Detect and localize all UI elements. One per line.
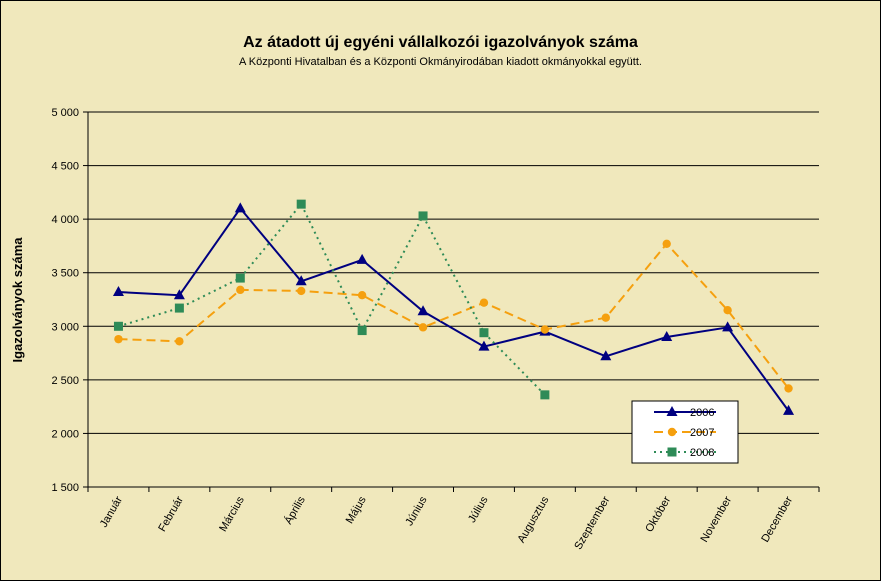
gridlines bbox=[88, 111, 819, 434]
legend-label: 2007 bbox=[690, 427, 714, 439]
x-tick-label: Augusztus bbox=[515, 494, 551, 545]
y-tick-label: 4 500 bbox=[51, 161, 79, 173]
x-tick-label: Április bbox=[282, 494, 308, 527]
data-point-2008 bbox=[540, 390, 550, 400]
legend-marker bbox=[667, 427, 677, 437]
x-tick-labels: Január Február Március Április Május Június Jú… bbox=[98, 494, 795, 552]
y-axis-label: Igazolványok száma bbox=[10, 237, 25, 363]
legend-item-2006: 2006 bbox=[654, 406, 716, 419]
legend-label: 2006 bbox=[690, 407, 714, 419]
y-tick-label: 1 500 bbox=[51, 482, 79, 494]
data-point-2007 bbox=[236, 285, 245, 295]
data-point-2006 bbox=[234, 202, 246, 213]
y-tick-label: 2 500 bbox=[51, 375, 79, 387]
legend: 2006 2007 2008 bbox=[631, 400, 739, 464]
series-2007 bbox=[114, 239, 793, 393]
data-point-2007 bbox=[601, 313, 610, 322]
data-point-2008 bbox=[418, 211, 428, 221]
x-tick-label: December bbox=[759, 494, 795, 544]
data-point-2008 bbox=[174, 303, 184, 313]
data-point-2006 bbox=[661, 331, 673, 341]
data-point-2007 bbox=[723, 306, 732, 315]
legend-item-2007: 2007 bbox=[654, 427, 716, 439]
series-line-2007 bbox=[118, 242, 790, 390]
series-group bbox=[112, 199, 795, 415]
x-tick-label: Október bbox=[643, 494, 673, 534]
y-tick-labels: 1 500 2 000 2 500 3 000 3 500 4 000 4 500 5 000 bbox=[51, 107, 79, 494]
legend-item-2008: 2008 bbox=[654, 447, 716, 459]
data-point-2007 bbox=[479, 298, 489, 307]
x-tick-label: Február bbox=[156, 494, 186, 534]
data-point-2007 bbox=[357, 291, 367, 300]
legend-marker bbox=[666, 406, 678, 416]
x-tick-label: Január bbox=[98, 494, 125, 529]
y-tick-label: 4 000 bbox=[51, 214, 79, 226]
data-point-2007 bbox=[662, 239, 671, 248]
data-point-2007 bbox=[114, 334, 123, 344]
data-point-2006 bbox=[478, 340, 490, 351]
data-point-2006 bbox=[356, 253, 368, 264]
data-point-2006 bbox=[600, 350, 612, 361]
x-tick-label: Szeptember bbox=[572, 494, 612, 552]
data-point-2006 bbox=[112, 286, 124, 296]
series-line-2006 bbox=[118, 206, 790, 412]
x-tick-label: Június bbox=[403, 494, 430, 528]
data-point-2008 bbox=[113, 321, 123, 331]
data-point-2006 bbox=[783, 404, 795, 415]
data-point-2007 bbox=[784, 384, 793, 393]
x-tick-label: November bbox=[698, 494, 734, 544]
data-point-2008 bbox=[235, 273, 245, 283]
series-2008 bbox=[113, 199, 550, 400]
data-point-2006 bbox=[295, 275, 307, 286]
data-point-2007 bbox=[175, 337, 184, 346]
data-point-2008 bbox=[479, 328, 489, 338]
series-2006 bbox=[112, 202, 795, 415]
x-tick-label: Május bbox=[344, 494, 369, 526]
x-tick-label: Július bbox=[466, 494, 491, 525]
axes bbox=[83, 111, 820, 492]
data-point-2008 bbox=[296, 199, 306, 209]
legend-marker bbox=[667, 447, 677, 457]
y-tick-label: 3 500 bbox=[51, 268, 79, 280]
series-line-2008 bbox=[118, 202, 546, 396]
data-point-2006 bbox=[417, 305, 429, 316]
y-tick-label: 2 000 bbox=[51, 428, 79, 440]
data-point-2007 bbox=[418, 323, 428, 332]
legend-label: 2008 bbox=[690, 447, 714, 459]
y-tick-label: 5 000 bbox=[51, 107, 79, 119]
chart-title: Az átadott új egyéni vállalkozói igazolv… bbox=[243, 34, 638, 51]
data-point-2007 bbox=[540, 325, 550, 334]
x-tick-label: Március bbox=[217, 494, 247, 534]
data-point-2006 bbox=[173, 289, 185, 300]
data-point-2007 bbox=[297, 286, 306, 296]
data-point-2006 bbox=[722, 321, 734, 332]
chart-subtitle: A Központi Hivatalban és a Központi Okmá… bbox=[239, 56, 642, 68]
data-point-2008 bbox=[357, 326, 367, 336]
y-tick-label: 3 000 bbox=[51, 321, 79, 333]
